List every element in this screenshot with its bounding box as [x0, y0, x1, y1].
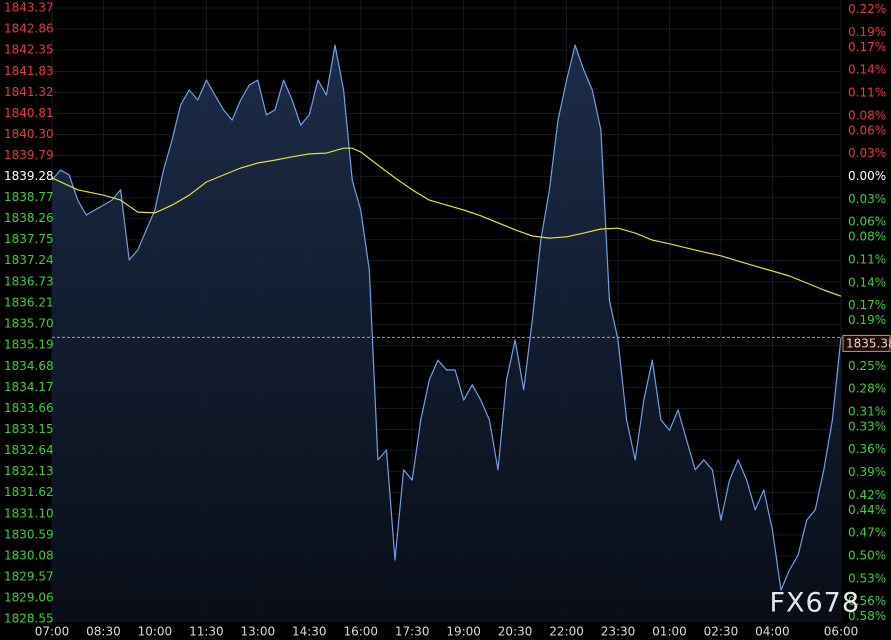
y-tick-label: 1839.28	[4, 169, 54, 183]
y2-tick-label: 0.36%	[848, 442, 886, 456]
y-tick-label: 1839.79	[4, 148, 54, 162]
x-tick-label: 07:00	[35, 625, 70, 639]
x-tick-label: 06:00	[824, 625, 859, 639]
y2-tick-label: 0.03%	[848, 146, 886, 160]
y-tick-label: 1833.66	[4, 401, 54, 415]
y-tick-label: 1835.19	[4, 338, 54, 352]
y2-tick-label: 0.06%	[848, 123, 886, 137]
y2-tick-label: 0.39%	[848, 465, 886, 479]
x-tick-label: 01:00	[652, 625, 687, 639]
y-tick-label: 1831.10	[4, 506, 54, 520]
y2-tick-label: 0.14%	[848, 63, 886, 77]
y-tick-label: 1830.08	[4, 548, 54, 562]
y-tick-label: 1835.70	[4, 317, 54, 331]
y2-tick-label: 0.42%	[848, 488, 886, 502]
x-tick-label: 16:00	[343, 625, 378, 639]
y2-tick-label: 0.08%	[848, 230, 886, 244]
y-tick-label: 1842.86	[4, 22, 54, 36]
y2-tick-label: 0.11%	[848, 86, 886, 100]
x-tick-label: 10:00	[138, 625, 173, 639]
y2-tick-label: 0.17%	[848, 40, 886, 54]
x-tick-label: 11:30	[189, 625, 224, 639]
y-tick-label: 1841.32	[4, 85, 54, 99]
y-tick-label: 1842.35	[4, 43, 54, 57]
y-tick-label: 1838.77	[4, 190, 54, 204]
last-price-box	[842, 334, 891, 352]
y-tick-label: 1832.13	[4, 464, 54, 478]
last-price-label: 1835.38	[846, 336, 891, 350]
y-tick-label: 1843.37	[4, 1, 54, 15]
y2-tick-label: 0.03%	[848, 192, 886, 206]
area	[52, 45, 841, 623]
y2-tick-label: 0.14%	[848, 275, 886, 289]
y2-tick-label: 0.28%	[848, 382, 886, 396]
line	[51, 44, 842, 591]
y-tick-label: 1834.17	[4, 380, 54, 394]
x-tick-label: 02:30	[704, 625, 739, 639]
x-tick-label: 08:30	[86, 625, 121, 639]
y2-tick-label: 0.33%	[848, 419, 886, 433]
y-tick-label: 1833.15	[4, 422, 54, 436]
y-tick-label: 1834.68	[4, 359, 54, 373]
y-tick-label: 1829.57	[4, 569, 54, 583]
y2-tick-label: 0.19%	[848, 25, 886, 39]
y2-tick-label: 0.25%	[848, 359, 886, 373]
x-tick-label: 22:00	[549, 625, 584, 639]
y-tick-label: 1837.75	[4, 232, 54, 246]
y2-tick-label: 0.44%	[848, 503, 886, 517]
y2-tick-label: 0.11%	[848, 252, 886, 266]
watermark: FX678	[769, 588, 860, 619]
y2-tick-label: 0.50%	[848, 549, 886, 563]
y2-tick-label: 0.19%	[848, 313, 886, 327]
y2-tick-label: 0.31%	[848, 404, 886, 418]
y-tick-label: 1837.24	[4, 253, 54, 267]
y-tick-label: 1840.30	[4, 127, 54, 141]
y-tick-label: 1838.26	[4, 211, 54, 225]
x-tick-label: 04:00	[755, 625, 790, 639]
y2-tick-label: 0.58%	[848, 609, 886, 623]
x-tick-label: 14:30	[292, 625, 327, 639]
x-tick-label: 19:00	[446, 625, 481, 639]
line	[51, 147, 842, 297]
y-tick-label: 1828.55	[4, 612, 54, 626]
y2-tick-label: 0.56%	[848, 594, 886, 608]
y2-tick-label: 0.17%	[848, 298, 886, 312]
y-tick-label: 1832.64	[4, 443, 54, 457]
y2-tick-label: 0.08%	[848, 108, 886, 122]
y-tick-label: 1830.59	[4, 527, 54, 541]
y2-tick-label: 0.06%	[848, 215, 886, 229]
x-tick-label: 23:30	[601, 625, 636, 639]
x-tick-label: 13:00	[241, 625, 276, 639]
y-tick-label: 1836.73	[4, 274, 54, 288]
y2-tick-label: 0.00%	[848, 169, 886, 183]
y2-tick-label: 0.47%	[848, 526, 886, 540]
y-tick-label: 1829.06	[4, 590, 54, 604]
y-tick-label: 1840.81	[4, 106, 54, 120]
y-tick-label: 1836.21	[4, 296, 54, 310]
y2-tick-label: 0.22%	[848, 2, 886, 16]
y-tick-label: 1831.62	[4, 485, 54, 499]
x-tick-label: 17:30	[395, 625, 430, 639]
y-tick-label: 1841.83	[4, 64, 54, 78]
y2-tick-label: 0.53%	[848, 571, 886, 585]
x-tick-label: 20:30	[498, 625, 533, 639]
